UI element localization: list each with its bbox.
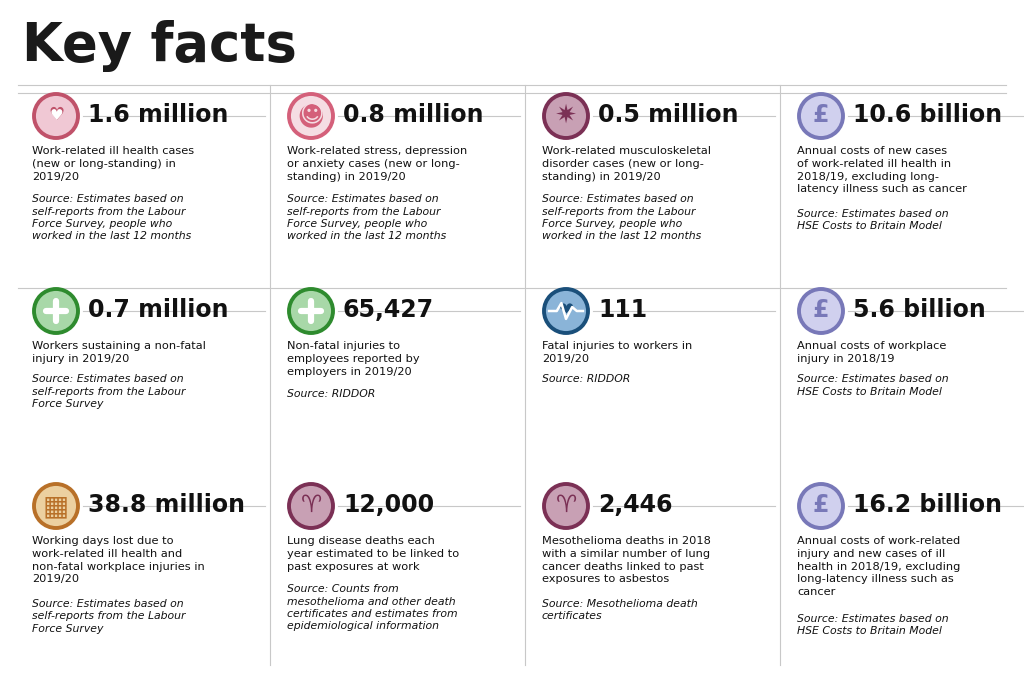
Text: Source: Estimates based on
HSE Costs to Britain Model: Source: Estimates based on HSE Costs to … (797, 374, 948, 397)
Text: ✷: ✷ (555, 103, 578, 129)
Text: 12,000: 12,000 (343, 493, 434, 517)
Text: Work-related stress, depression
or anxiety cases (new or long-
standing) in 2019: Work-related stress, depression or anxie… (287, 146, 467, 182)
Text: Source: Estimates based on
self-reports from the Labour
Force Survey, people who: Source: Estimates based on self-reports … (287, 194, 446, 241)
Text: 111: 111 (598, 298, 647, 322)
Circle shape (34, 289, 78, 333)
Circle shape (799, 94, 843, 138)
Circle shape (799, 484, 843, 528)
Text: Lung disease deaths each
year estimated to be linked to
past exposures at work: Lung disease deaths each year estimated … (287, 536, 459, 572)
Text: Work-related musculoskeletal
disorder cases (new or long-
standing) in 2019/20: Work-related musculoskeletal disorder ca… (542, 146, 711, 182)
Text: Source: Estimates based on
self-reports from the Labour
Force Survey, people who: Source: Estimates based on self-reports … (542, 194, 701, 241)
Text: 5.6 billion: 5.6 billion (853, 298, 986, 322)
Circle shape (289, 289, 333, 333)
Text: Workers sustaining a non-fatal
injury in 2019/20: Workers sustaining a non-fatal injury in… (32, 341, 206, 364)
Text: 65,427: 65,427 (343, 298, 434, 322)
Text: £: £ (813, 493, 829, 517)
Text: £: £ (813, 103, 829, 127)
Circle shape (289, 94, 333, 138)
Text: 1.6 million: 1.6 million (88, 103, 228, 127)
Circle shape (799, 289, 843, 333)
Text: Work-related ill health cases
(new or long-standing) in
2019/20: Work-related ill health cases (new or lo… (32, 146, 195, 182)
Text: 0.5 million: 0.5 million (598, 103, 738, 127)
Circle shape (544, 289, 588, 333)
Text: 38.8 million: 38.8 million (88, 493, 245, 517)
Circle shape (34, 484, 78, 528)
Circle shape (289, 484, 333, 528)
Text: 0.7 million: 0.7 million (88, 298, 228, 322)
Text: Source: Estimates based on
HSE Costs to Britain Model: Source: Estimates based on HSE Costs to … (797, 209, 948, 232)
Text: ❤: ❤ (558, 301, 573, 319)
Text: ☺: ☺ (299, 103, 324, 127)
Text: ▦: ▦ (43, 492, 70, 520)
Text: Source: Estimates based on
self-reports from the Labour
Force Survey: Source: Estimates based on self-reports … (32, 374, 185, 409)
Text: Working days lost due to
work-related ill health and
non-fatal workplace injurie: Working days lost due to work-related il… (32, 536, 205, 585)
Circle shape (34, 94, 78, 138)
Text: Source: Estimates based on
self-reports from the Labour
Force Survey, people who: Source: Estimates based on self-reports … (32, 194, 191, 241)
Text: ♥: ♥ (48, 106, 65, 124)
Text: Key facts: Key facts (22, 20, 297, 72)
Text: Source: Estimates based on
self-reports from the Labour
Force Survey: Source: Estimates based on self-reports … (32, 599, 185, 634)
Circle shape (544, 94, 588, 138)
Text: Annual costs of workplace
injury in 2018/19: Annual costs of workplace injury in 2018… (797, 341, 946, 364)
Text: £: £ (813, 298, 829, 322)
Text: ♈: ♈ (300, 493, 322, 517)
Text: Mesothelioma deaths in 2018
with a similar number of lung
cancer deaths linked t: Mesothelioma deaths in 2018 with a simil… (542, 536, 711, 585)
Text: ♥: ♥ (49, 109, 62, 124)
Text: 0.8 million: 0.8 million (343, 103, 483, 127)
Text: Non-fatal injuries to
employees reported by
employers in 2019/20: Non-fatal injuries to employees reported… (287, 341, 420, 376)
Text: 10.6 billion: 10.6 billion (853, 103, 1002, 127)
Text: Source: Estimates based on
HSE Costs to Britain Model: Source: Estimates based on HSE Costs to … (797, 613, 948, 636)
Text: 16.2 billion: 16.2 billion (853, 493, 1002, 517)
Text: ●: ● (298, 100, 325, 130)
Text: Annual costs of new cases
of work-related ill health in
2018/19, excluding long-: Annual costs of new cases of work-relate… (797, 146, 967, 195)
Text: ♈: ♈ (555, 493, 577, 517)
Text: Annual costs of work-related
injury and new cases of ill
health in 2018/19, excl: Annual costs of work-related injury and … (797, 536, 961, 597)
Circle shape (544, 484, 588, 528)
Text: Source: RIDDOR: Source: RIDDOR (287, 389, 375, 399)
Text: Source: RIDDOR: Source: RIDDOR (542, 374, 630, 385)
Text: Source: Mesothelioma death
certificates: Source: Mesothelioma death certificates (542, 599, 697, 622)
Text: 2,446: 2,446 (598, 493, 673, 517)
Text: Source: Counts from
mesothelioma and other death
certificates and estimates from: Source: Counts from mesothelioma and oth… (287, 584, 458, 631)
Text: Fatal injuries to workers in
2019/20: Fatal injuries to workers in 2019/20 (542, 341, 692, 364)
